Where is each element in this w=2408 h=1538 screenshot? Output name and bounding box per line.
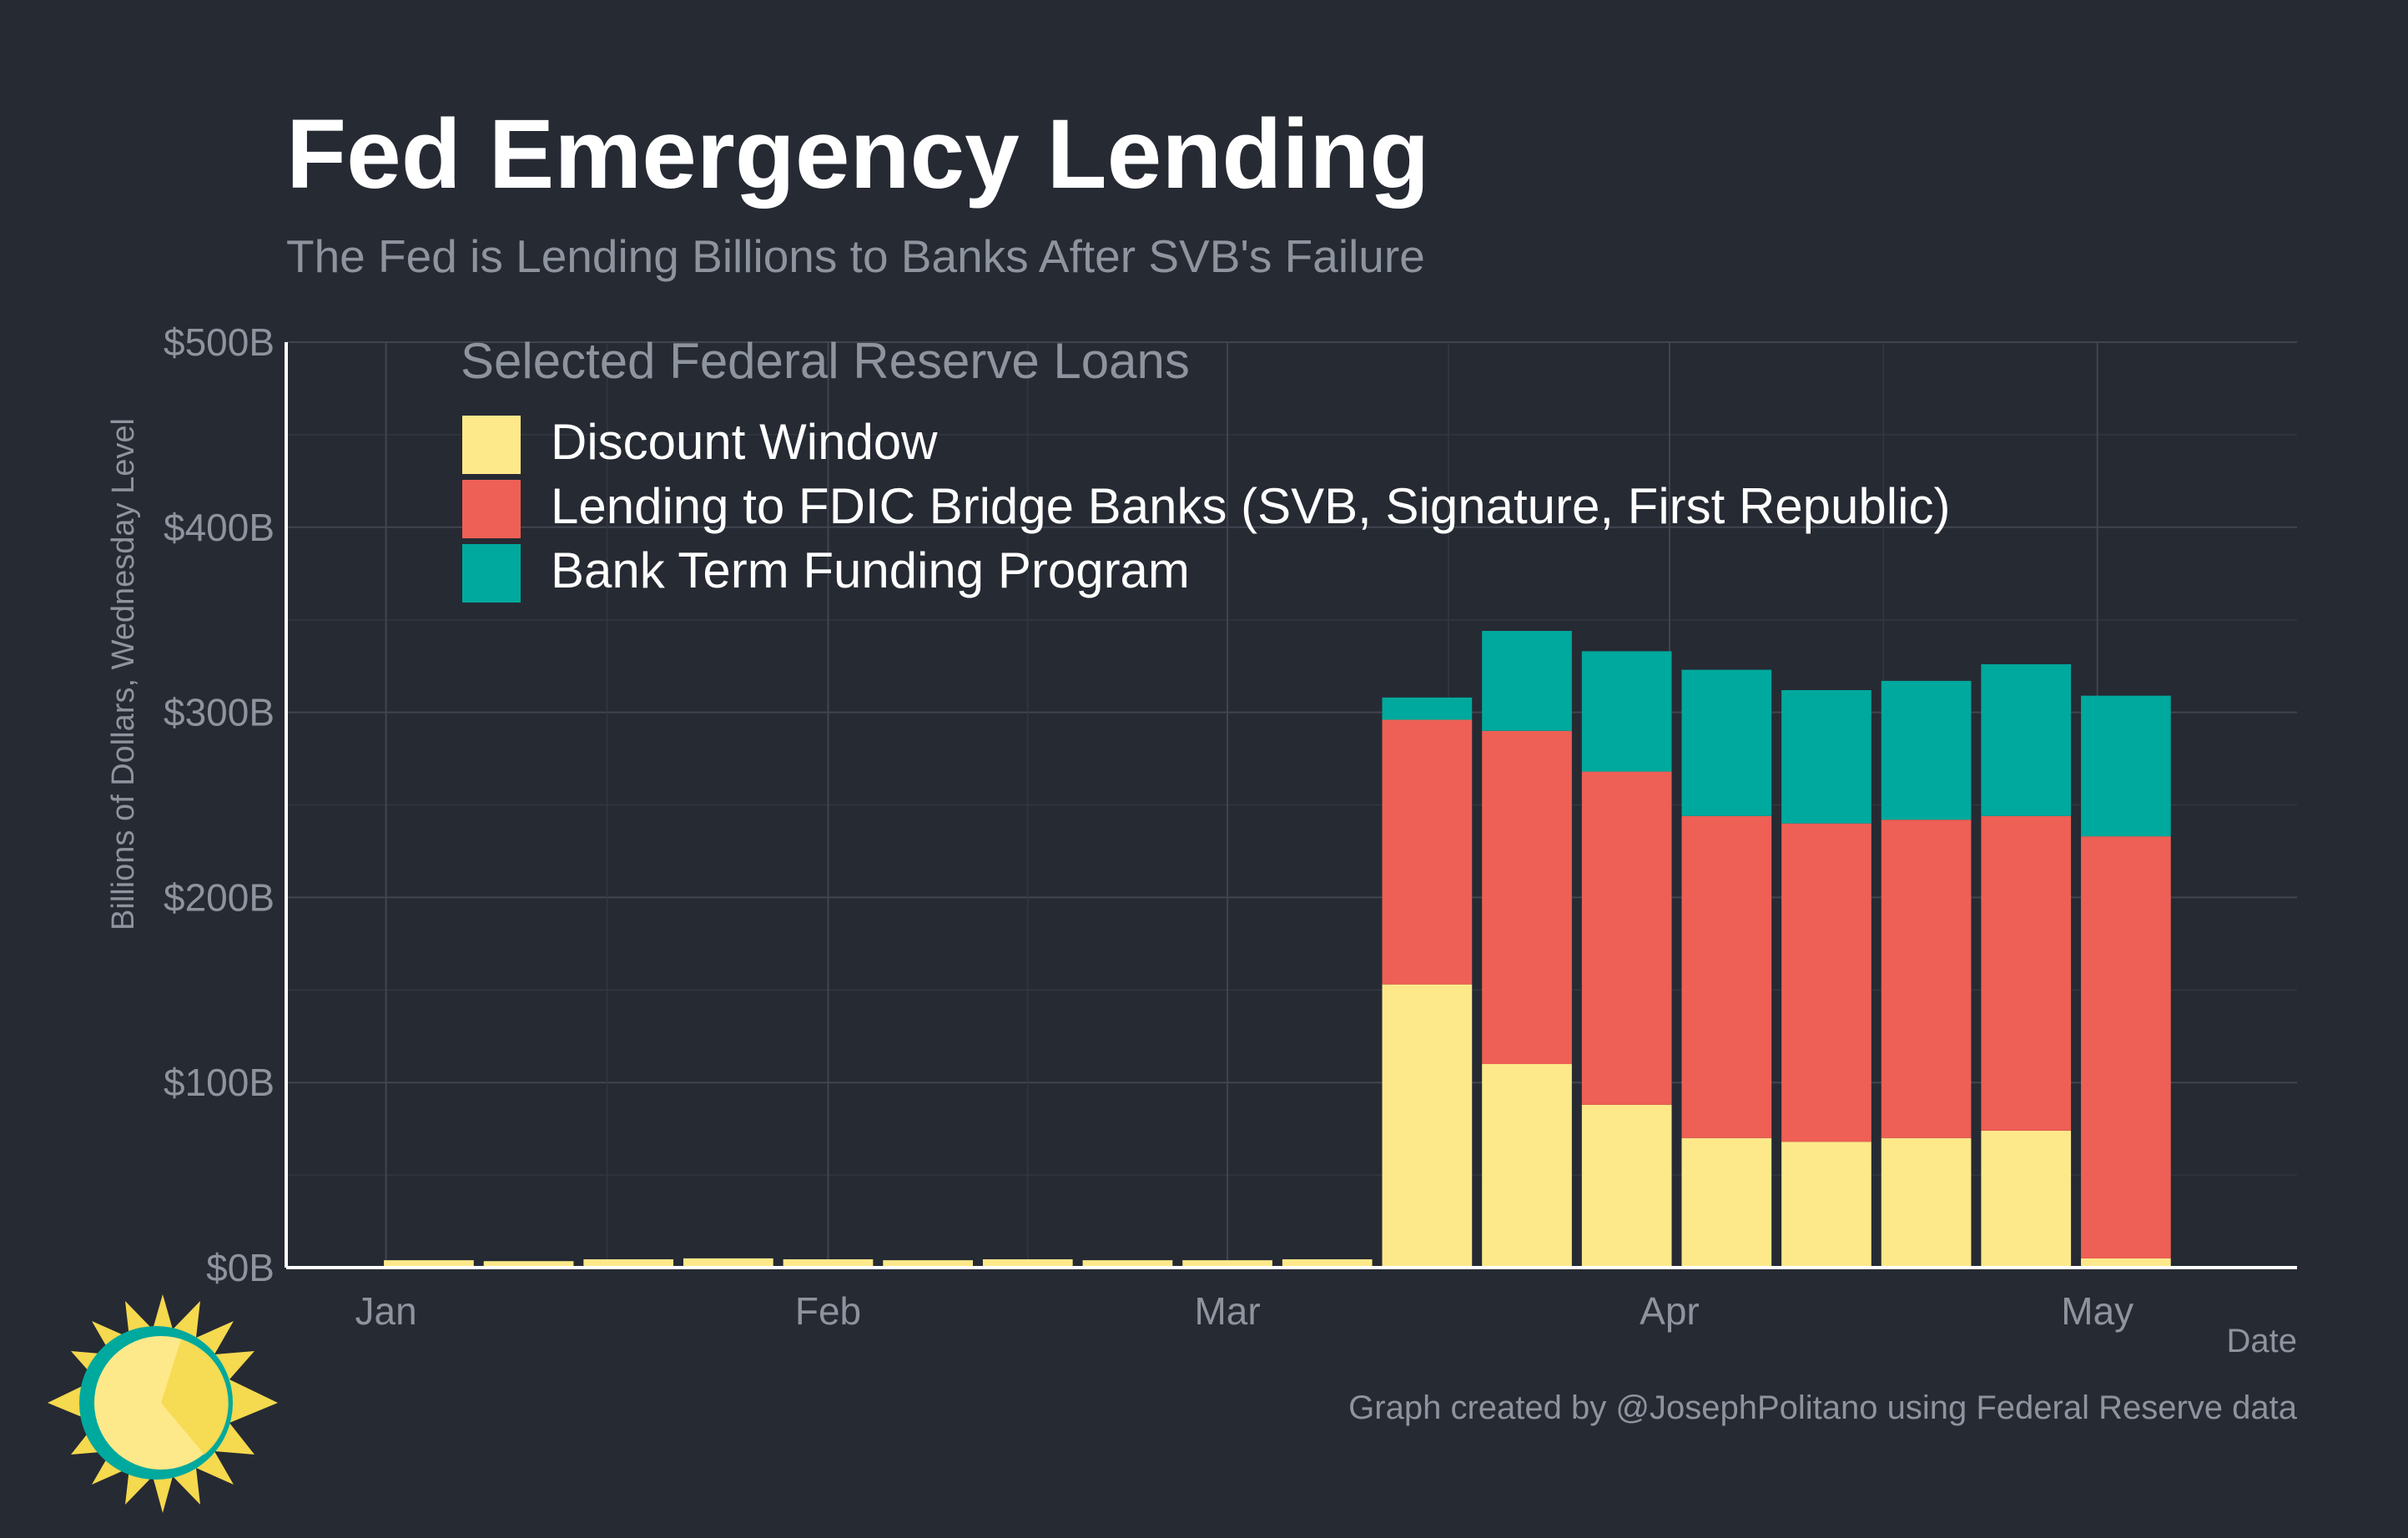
x-tick-label: May	[2061, 1289, 2133, 1333]
bar-segment	[583, 1259, 674, 1268]
bar-segment	[1881, 680, 1972, 820]
chart-title: Fed Emergency Lending	[286, 99, 1429, 209]
bar-segment	[1482, 1064, 1572, 1268]
bar-segment	[2081, 695, 2171, 837]
y-tick-label: $400B	[164, 506, 275, 549]
legend-title: Selected Federal Reserve Loans	[461, 333, 1190, 389]
bar-segment	[1881, 819, 1972, 1138]
bar-segment	[1681, 1137, 1772, 1268]
bar-segment	[982, 1259, 1073, 1268]
bar-segment	[783, 1259, 874, 1268]
legend-label: Lending to FDIC Bridge Banks (SVB, Signa…	[551, 478, 1950, 534]
bar-segment	[1182, 1260, 1272, 1268]
legend-swatch	[462, 480, 521, 538]
x-tick-label: Jan	[355, 1289, 417, 1333]
bar-segment	[1681, 815, 1772, 1138]
bar-segment	[1781, 1142, 1871, 1268]
y-tick-label: $200B	[164, 875, 275, 919]
bar-segment	[1581, 771, 1672, 1105]
legend-label: Bank Term Funding Program	[551, 542, 1190, 598]
x-axis-title: Date	[2227, 1323, 2298, 1359]
sun-clock-icon	[48, 1294, 278, 1513]
bar-segment	[1482, 631, 1572, 731]
bar-segment	[1581, 1104, 1672, 1268]
bar-segment	[483, 1261, 574, 1268]
y-tick-label: $500B	[164, 320, 275, 364]
y-tick-label: $300B	[164, 691, 275, 734]
bar-segment	[1781, 689, 1871, 824]
bar-segment	[1482, 730, 1572, 1065]
y-axis-title: Billions of Dollars, Wednesday Level	[106, 418, 141, 930]
bar-segment	[1581, 651, 1672, 772]
bar-segment	[1981, 815, 2072, 1131]
x-tick-label: Mar	[1194, 1289, 1260, 1333]
bar-segment	[1681, 669, 1772, 816]
axes	[285, 342, 2297, 1269]
bar-segment	[883, 1260, 973, 1268]
y-tick-labels: $0B $100B $200B $300B $400B $500B	[164, 320, 275, 1289]
legend-swatch	[462, 416, 521, 474]
bar-segment	[1382, 984, 1473, 1268]
bar-segment	[1981, 663, 2072, 816]
x-tick-label: Feb	[795, 1289, 861, 1333]
bars	[384, 631, 2171, 1268]
credit-text: Graph created by @JosephPolitano using F…	[1348, 1389, 2298, 1426]
bar-segment	[1282, 1259, 1373, 1268]
bar-segment	[1881, 1137, 1972, 1268]
bar-segment	[1382, 719, 1473, 985]
bar-segment	[384, 1260, 474, 1268]
chart-subtitle: The Fed is Lending Billions to Banks Aft…	[286, 230, 1425, 282]
legend-label: Discount Window	[551, 414, 938, 470]
x-tick-labels: Jan Feb Mar Apr May	[355, 1289, 2134, 1333]
bar-segment	[2081, 1258, 2171, 1268]
bar-segment	[1082, 1260, 1173, 1268]
bar-segment	[1382, 697, 1473, 720]
legend-swatch	[462, 544, 521, 603]
y-tick-label: $0B	[206, 1246, 275, 1289]
legend-items: Discount Window Lending to FDIC Bridge Ba…	[462, 414, 1950, 603]
x-tick-label: Apr	[1640, 1289, 1700, 1333]
bar-segment	[1981, 1130, 2072, 1268]
legend: Selected Federal Reserve Loans Discount …	[461, 333, 1950, 603]
bar-segment	[683, 1258, 773, 1268]
bar-segment	[1781, 823, 1871, 1142]
bar-segment	[2081, 836, 2171, 1258]
y-tick-label: $100B	[164, 1061, 275, 1104]
